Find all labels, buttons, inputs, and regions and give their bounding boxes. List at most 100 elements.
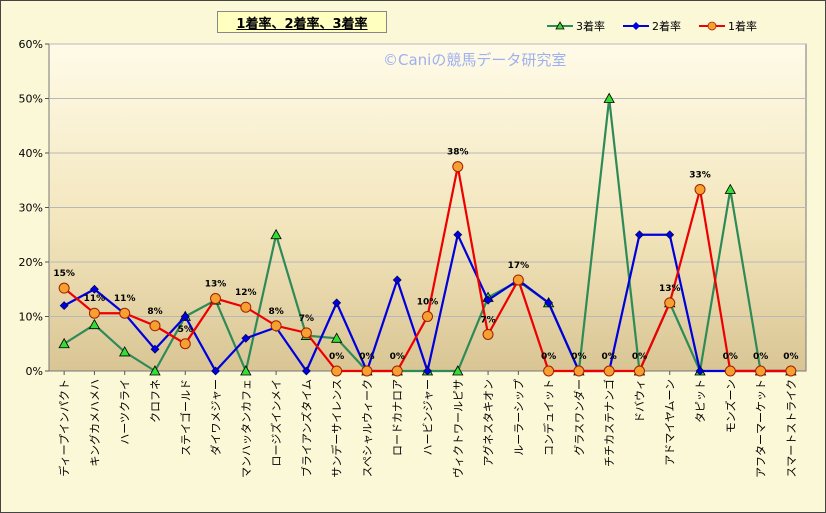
data-label: 7% — [299, 314, 314, 324]
x-tick-label: ディープインパクト — [57, 379, 71, 477]
data-label: 0% — [602, 352, 617, 362]
x-tick-label: ハーツクライ — [119, 379, 132, 445]
data-label: 11% — [114, 294, 136, 304]
x-tick-label: ハービンジャー — [422, 379, 435, 455]
y-tick-label: 40% — [19, 147, 43, 160]
marker-place2 — [544, 298, 554, 308]
data-label: 0% — [753, 352, 768, 362]
legend-swatch-place1 — [699, 21, 725, 31]
marker-place1 — [88, 307, 100, 319]
x-tick-label: クロフネ — [149, 379, 162, 423]
y-tick-label: 20% — [19, 256, 43, 269]
x-tick-label: アグネスタキオン — [481, 379, 495, 466]
y-tick-label: 60% — [19, 38, 43, 51]
x-tick-label: ヴィクトワールピサ — [451, 379, 465, 478]
marker-place2 — [635, 230, 644, 240]
x-tick-label: ロージズインメイ — [269, 379, 283, 466]
marker-place1 — [119, 307, 131, 319]
marker-place2 — [453, 230, 463, 240]
legend-label-place3: 3着率 — [576, 20, 605, 33]
marker-place2 — [59, 301, 69, 311]
x-tick-label: タピット — [694, 379, 707, 423]
marker-place1 — [391, 365, 403, 377]
marker-place1 — [422, 311, 433, 322]
marker-place2 — [332, 298, 342, 308]
x-tick-label: ブライアンズタイム — [299, 379, 313, 477]
legend-item-place2: 2着率 — [623, 18, 681, 34]
marker-place3 — [240, 365, 252, 376]
marker-place1 — [694, 184, 706, 196]
legend: 3着率 2着率 1着率 — [547, 18, 757, 34]
data-label: 5% — [178, 325, 193, 335]
x-tick-label: ダイワメジャー — [209, 379, 223, 455]
marker-place2 — [423, 366, 432, 376]
marker-place1 — [361, 365, 373, 377]
x-tick-label: スマートストライク — [785, 379, 798, 477]
marker-place1 — [270, 320, 282, 332]
data-label: 0% — [329, 352, 344, 362]
marker-place1 — [512, 274, 524, 286]
x-tick-label: チチカステナンゴ — [602, 379, 616, 467]
data-label: 0% — [783, 352, 798, 362]
marker-place1 — [633, 365, 645, 377]
marker-place3 — [603, 92, 615, 103]
marker-place1 — [58, 282, 70, 294]
marker-place1 — [482, 328, 494, 340]
marker-place1 — [603, 365, 615, 377]
legend-item-place3: 3着率 — [547, 18, 605, 34]
marker-place1 — [573, 365, 585, 377]
data-label: 13% — [205, 280, 227, 290]
marker-place3 — [452, 365, 464, 376]
marker-place2 — [211, 366, 220, 376]
x-tick-label: ステイゴールド — [178, 379, 192, 456]
marker-place2 — [241, 333, 251, 343]
marker-place3 — [270, 228, 282, 240]
y-tick-label: 10% — [19, 311, 43, 324]
marker-place1 — [149, 320, 161, 332]
legend-swatch-place2 — [623, 22, 649, 30]
y-tick-label: 0% — [26, 365, 43, 378]
marker-place2 — [150, 344, 160, 354]
marker-place3 — [119, 346, 131, 357]
marker-place1 — [755, 365, 767, 377]
x-tick-label: コンデュイット — [542, 379, 556, 456]
x-tick-label: アフターマーケット — [755, 379, 768, 478]
marker-place1 — [452, 161, 464, 173]
x-tick-label: グラスワンダー — [572, 379, 586, 456]
data-label: 8% — [268, 307, 283, 317]
data-label: 17% — [508, 261, 530, 271]
marker-place1 — [210, 293, 222, 305]
data-label: 0% — [541, 352, 556, 362]
data-label: 38% — [447, 148, 469, 158]
data-label: 11% — [84, 294, 106, 304]
marker-place2 — [695, 366, 705, 376]
data-label: 0% — [723, 352, 738, 362]
marker-place1 — [543, 365, 555, 377]
data-label: 10% — [417, 298, 439, 308]
marker-place1 — [300, 327, 312, 339]
x-tick-label: スペシャルウィーク — [361, 379, 374, 477]
chart-title: 1着率、2着率、3着率 — [217, 11, 387, 33]
marker-place3 — [724, 183, 736, 194]
data-label: 7% — [480, 315, 495, 325]
marker-place2 — [392, 275, 402, 285]
data-label: 33% — [689, 171, 711, 181]
data-label: 0% — [390, 352, 405, 362]
data-label: 15% — [53, 269, 75, 279]
y-tick-label: 50% — [19, 93, 43, 106]
marker-place1 — [331, 365, 343, 377]
x-tick-label: ドバウィ — [633, 379, 646, 423]
legend-label-place1: 1着率 — [728, 20, 757, 33]
marker-place1 — [785, 365, 797, 377]
marker-place2 — [483, 295, 493, 305]
marker-place3 — [149, 365, 161, 376]
x-tick-label: キングカメハメハ — [87, 379, 101, 467]
marker-place2 — [301, 366, 311, 376]
y-tick-label: 30% — [19, 202, 43, 215]
marker-place3 — [88, 318, 101, 330]
data-label: 0% — [571, 352, 586, 362]
x-tick-label: ルーラーシップ — [512, 379, 525, 456]
watermark: ©Caniの競馬データ研究室 — [383, 51, 567, 69]
marker-place1 — [724, 365, 736, 377]
